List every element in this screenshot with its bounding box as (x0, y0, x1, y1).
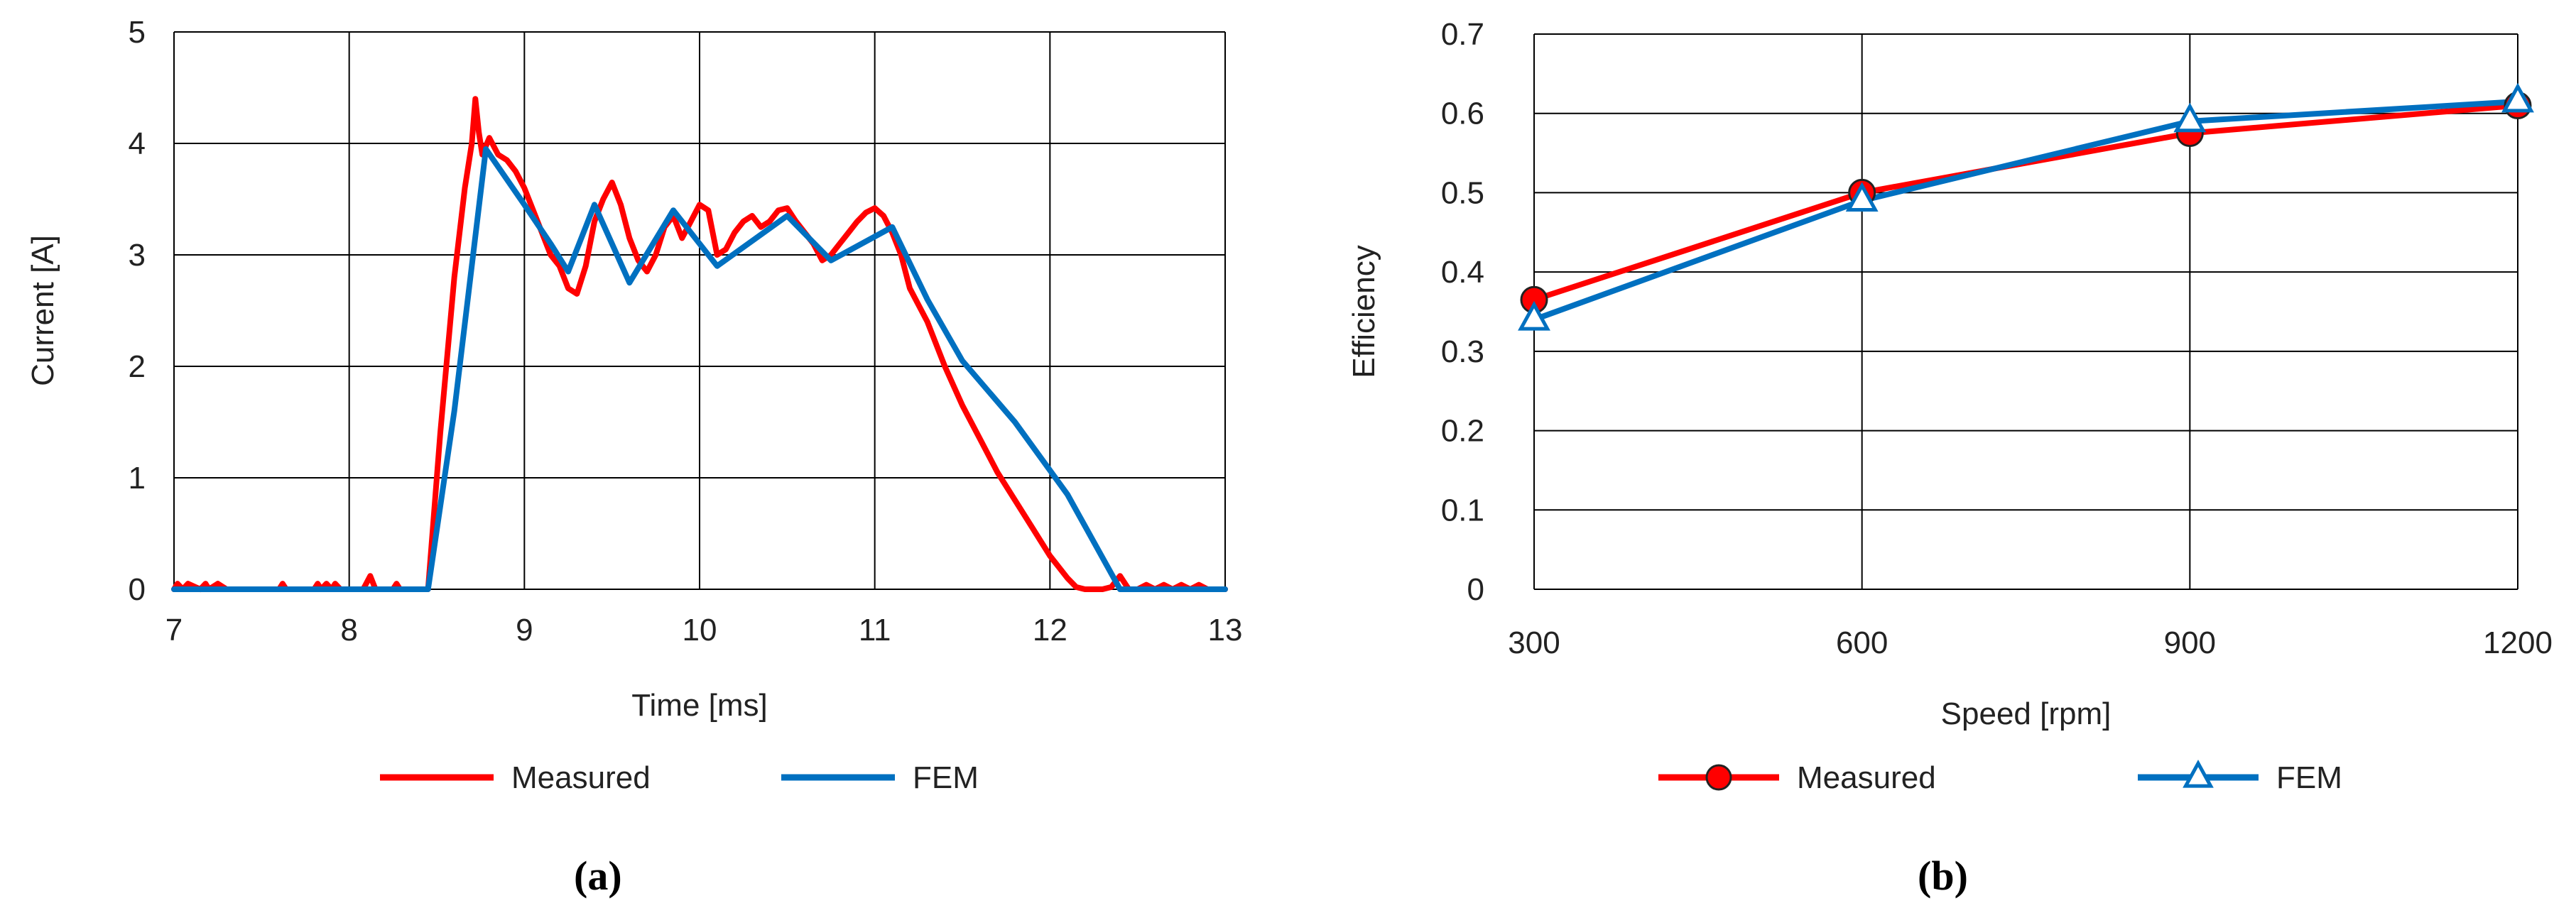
y-tick-label: 1 (129, 461, 146, 496)
legend-label-fem: FEM (913, 760, 979, 795)
y-tick-label: 0.5 (1441, 175, 1484, 210)
legend-label-measured: Measured (1797, 760, 1936, 795)
legend-label-fem: FEM (2276, 760, 2342, 795)
y-tick-label: 3 (129, 238, 146, 273)
x-tick-label: 9 (516, 613, 533, 647)
x-tick-label: 1200 (2483, 625, 2553, 660)
y-axis-label: Current [A] (26, 235, 60, 386)
x-tick-label: 7 (165, 613, 183, 647)
y-tick-label: 0.1 (1441, 493, 1484, 527)
y-axis-label: Efficiency (1347, 245, 1381, 378)
y-tick-label: 0.6 (1441, 97, 1484, 131)
y-tick-label: 0.7 (1441, 17, 1484, 52)
series-line-measured (171, 96, 1228, 592)
legend-marker-fem (2183, 759, 2214, 788)
legend-marker-measured (1705, 764, 1732, 791)
x-tick-label: 600 (1836, 625, 1888, 660)
chart-efficiency-vs-speed: 0 0.1 0.2 0.3 0.4 0.5 0.6 0.7 300 600 900 1200 Speed… (1347, 17, 2553, 795)
y-tick-label: 5 (129, 15, 146, 50)
marker-fem (1845, 182, 1879, 212)
y-tick-label: 0.4 (1441, 255, 1484, 290)
y-tick-label: 0 (129, 572, 146, 607)
series-line-fem (1533, 99, 2518, 322)
x-tick-label: 900 (2164, 625, 2216, 660)
x-axis-label: Time [ms] (631, 688, 767, 723)
legend-label-measured: Measured (511, 760, 651, 795)
marker-fem (2173, 102, 2207, 133)
marker-fem (2501, 82, 2534, 113)
y-tick-label: 0.2 (1441, 414, 1484, 449)
series-line-measured (1533, 102, 2518, 303)
panel-label-b: (b) (1918, 853, 1968, 899)
series-line-fem (171, 146, 1228, 592)
y-tick-label: 0.3 (1441, 334, 1484, 369)
x-tick-label: 8 (340, 613, 357, 647)
y-tick-label: 0 (1467, 572, 1484, 607)
x-tick-label: 10 (683, 613, 717, 647)
y-tick-label: 4 (129, 126, 146, 161)
x-axis-label: Speed [rpm] (1941, 696, 2112, 731)
panel-label-a: (a) (574, 853, 622, 899)
x-tick-label: 12 (1033, 613, 1067, 647)
x-tick-label: 13 (1208, 613, 1243, 647)
x-tick-label: 11 (859, 613, 891, 647)
y-tick-label: 2 (129, 349, 146, 384)
x-tick-label: 300 (1508, 625, 1560, 660)
marker-fem (1518, 300, 1550, 331)
